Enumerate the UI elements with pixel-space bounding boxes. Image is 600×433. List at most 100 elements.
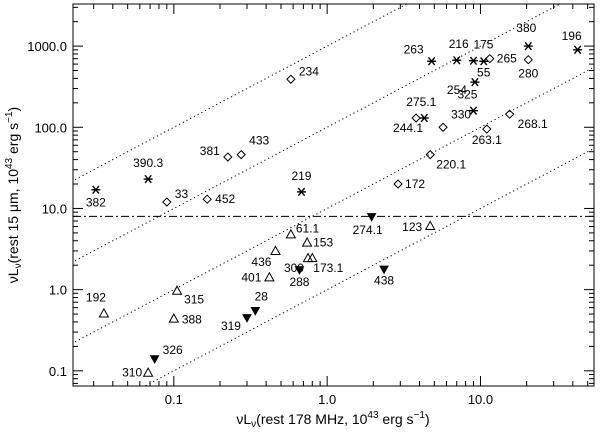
diamond-marker [438,122,448,132]
point-label: 380 [516,21,536,35]
triangle-down-marker [379,265,389,275]
point-label: 310 [122,366,142,380]
point-label: 388 [182,313,202,327]
dotted-ratio-line [73,4,408,182]
point-label: 263.1 [472,133,502,147]
y-axis-label: νLν(rest 15 μm, 1043 erg s−1) [4,107,24,283]
triangle-up-marker [142,367,154,377]
asterisk-marker [452,55,462,65]
triangle-up-marker [424,220,436,230]
point-label: 275.1 [406,95,436,109]
point-label: 196 [562,29,582,43]
triangle-up-marker [301,237,313,247]
triangle-up-marker [98,307,110,318]
point-label: 300 [284,261,304,275]
diamond-marker [411,113,421,123]
point-label: 33 [175,187,189,201]
diamond-marker [286,74,296,84]
reference-lines [73,4,594,386]
point-label: 268.1 [518,117,548,131]
x-tick-label: 0.1 [165,392,183,407]
point-label: 265 [497,52,517,66]
triangle-up-marker [168,313,180,323]
point-label: 28 [255,290,269,304]
point-label: 452 [215,192,235,206]
diamond-marker [162,197,172,207]
diamond-marker [202,194,212,204]
diamond-marker [482,124,492,134]
triangle-up-marker [285,228,297,239]
diamond-marker [223,152,233,162]
point-label: 438 [374,273,394,287]
asterisk-marker [470,77,480,87]
point-label: 390.3 [133,156,163,170]
y-tick-label: 0.1 [49,364,67,379]
point-label: 175 [473,38,493,52]
x-tick-labels: 0.1 1.0 10.0 [165,392,493,407]
point-label: 219 [291,169,311,183]
point-label: 55 [477,65,491,79]
point-label: 244.1 [393,121,423,135]
dotted-ratio-line [73,66,594,344]
point-label: 436 [251,255,271,269]
asterisk-marker [419,113,429,123]
triangle-down-marker [149,355,160,364]
asterisk-marker [468,56,478,66]
point-label: 401 [241,270,261,284]
triangle-down-marker [250,307,261,316]
triangle-up-marker [264,271,275,282]
diamond-marker [425,149,435,160]
point-label: 382 [86,196,106,210]
triangle-down-marker [366,213,377,222]
point-label: 288 [289,275,309,289]
dotted-ratio-line [144,147,594,386]
y-tick-label: 1000.0 [27,39,67,54]
point-label: 123 [402,220,422,234]
asterisk-marker [468,106,478,115]
asterisk-marker [296,187,306,197]
triangle-down-marker [294,266,305,275]
diamond-marker [504,109,515,119]
triangle-down-marker [242,314,252,323]
point-label: 274.1 [353,223,383,237]
axis-ticks [73,4,594,386]
point-label: 220.1 [436,158,466,172]
y-tick-labels: 0.1 1.0 10.0 100.0 1000.0 [27,39,67,379]
asterisk-marker [91,185,101,195]
triangle-up-marker [270,245,281,255]
point-label: 234 [299,64,319,78]
asterisk-marker [143,174,153,184]
asterisk-marker [573,45,583,55]
triangle-up-marker [306,252,318,263]
point-label: 254 [447,83,467,97]
point-label: 153 [313,236,333,250]
point-label: 315 [184,293,204,307]
point-label: 330 [451,107,471,121]
diamond-marker [485,53,495,64]
point-label: 216 [449,37,469,51]
point-label: 319 [221,319,241,333]
point-label: 61.1 [296,221,320,235]
asterisk-marker [523,41,533,51]
y-tick-label: 1.0 [49,283,67,298]
point-label: 280 [518,67,538,81]
point-label: 263 [404,42,424,56]
diamond-marker [523,54,533,65]
asterisk-marker [479,57,489,66]
point-label: 433 [249,134,269,148]
point-label: 381 [200,144,220,158]
x-tick-label: 10.0 [468,392,493,407]
point-label: 192 [86,290,106,304]
plot-frame [72,3,595,387]
x-axis-label: νLν(rest 178 MHz, 1043 erg s−1) [236,410,429,430]
point-label: 173.1 [313,261,343,275]
y-tick-label: 10.0 [42,201,67,216]
x-tick-label: 1.0 [318,392,336,407]
point-label: 325 [457,88,477,102]
diamond-marker [236,149,246,160]
data-points [91,41,583,377]
triangle-up-marker [171,285,183,295]
point-label: 326 [163,343,183,357]
